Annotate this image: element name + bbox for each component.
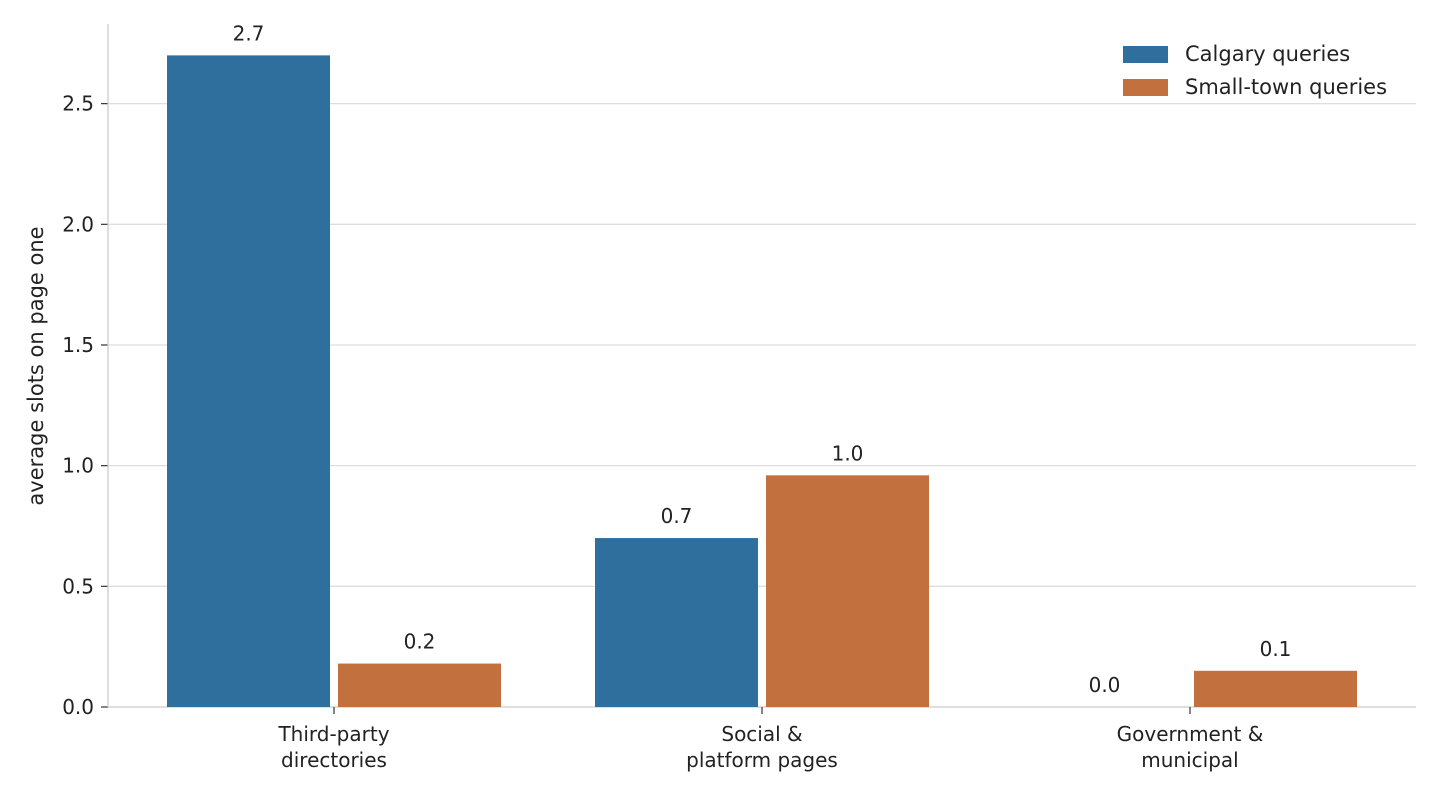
- legend: Calgary queries Small-town queries: [1123, 42, 1387, 99]
- bar-value-label: 0.0: [1089, 673, 1121, 697]
- y-tick-label: 1.5: [62, 333, 94, 357]
- y-tick-label: 2.0: [62, 212, 94, 236]
- legend-swatch: [1123, 79, 1168, 96]
- bars: [167, 55, 1357, 707]
- bar-value-label: 1.0: [832, 441, 864, 465]
- bar: [167, 55, 330, 707]
- x-tick-label: platform pages: [686, 748, 838, 772]
- x-tick-label: Social &: [721, 722, 802, 746]
- bar: [766, 475, 929, 707]
- y-tick-label: 2.5: [62, 92, 94, 116]
- y-tick-label: 0.5: [62, 574, 94, 598]
- x-tick-label: Third-party: [277, 722, 389, 746]
- bar: [595, 538, 758, 707]
- x-tick-label: Government &: [1117, 722, 1264, 746]
- value-labels: 2.7 0.2 0.7 1.0 0.0 0.1: [233, 21, 1292, 697]
- legend-swatch: [1123, 46, 1168, 63]
- y-tick-label: 0.0: [62, 695, 94, 719]
- y-tick-label: 1.0: [62, 454, 94, 478]
- legend-label: Small-town queries: [1185, 75, 1387, 99]
- y-axis-title: average slots on page one: [24, 226, 48, 505]
- bar: [1194, 670, 1357, 707]
- bar: [338, 663, 501, 707]
- bar-value-label: 0.2: [404, 630, 436, 654]
- x-tick-label: municipal: [1141, 748, 1238, 772]
- x-tick-label: directories: [281, 748, 387, 772]
- bar-value-label: 0.1: [1260, 637, 1292, 661]
- legend-label: Calgary queries: [1185, 42, 1350, 66]
- bar-value-label: 0.7: [661, 504, 693, 528]
- bar-value-label: 2.7: [233, 21, 265, 45]
